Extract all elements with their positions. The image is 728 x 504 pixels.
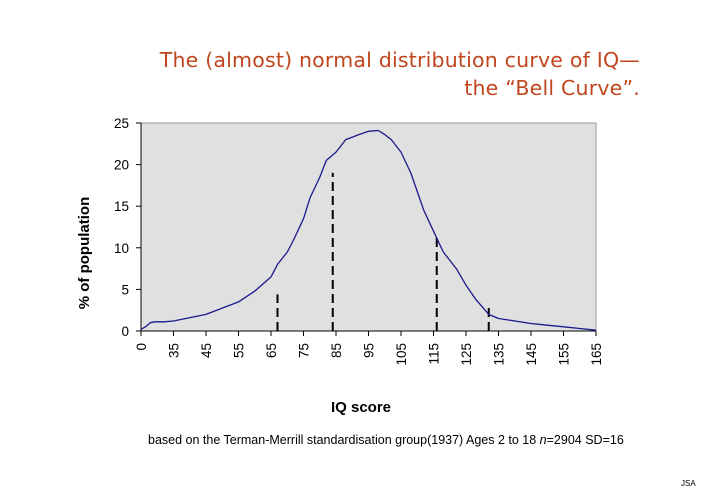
x-tick-label: 165 — [589, 343, 604, 366]
y-tick-label: 0 — [121, 324, 129, 339]
y-tick-label: 15 — [114, 199, 129, 214]
x-tick-label: 135 — [492, 343, 507, 366]
credit-initials: JSA — [681, 479, 696, 488]
y-tick-label: 25 — [114, 116, 129, 131]
chart-title-line-1: The (almost) normal distribution curve o… — [159, 48, 640, 72]
distribution-curve — [140, 129, 597, 331]
x-tick-label: 65 — [264, 343, 279, 358]
x-axis-label: IQ score — [331, 399, 391, 416]
x-tick-label: 105 — [394, 343, 409, 366]
chart-title-line-2: the “Bell Curve”. — [464, 76, 640, 100]
x-tick-label: 35 — [167, 343, 182, 358]
footnote-prefix: based on the Terman-Merrill standardisat… — [148, 433, 540, 447]
x-tick-label: 45 — [199, 343, 214, 358]
y-tick-label: 5 — [121, 282, 129, 297]
y-tick-label: 10 — [114, 241, 129, 256]
y-tick-label: 20 — [114, 158, 129, 173]
x-tick-label: 125 — [459, 343, 474, 366]
footnote: based on the Terman-Merrill standardisat… — [148, 433, 624, 447]
footnote-n: n — [539, 433, 547, 447]
x-tick-label: 85 — [329, 343, 344, 358]
x-tick-label: 145 — [524, 343, 539, 366]
x-tick-label: 95 — [362, 343, 377, 358]
x-tick-label: 0 — [134, 343, 149, 351]
plot-area — [140, 122, 597, 332]
x-tick-label: 55 — [232, 343, 247, 358]
x-tick-label: 75 — [297, 343, 312, 358]
x-tick-label: 115 — [427, 343, 442, 365]
y-axis-label: % of population — [76, 197, 93, 309]
x-tick-label: 155 — [557, 343, 572, 366]
footnote-suffix: =2904 SD=16 — [546, 433, 624, 447]
